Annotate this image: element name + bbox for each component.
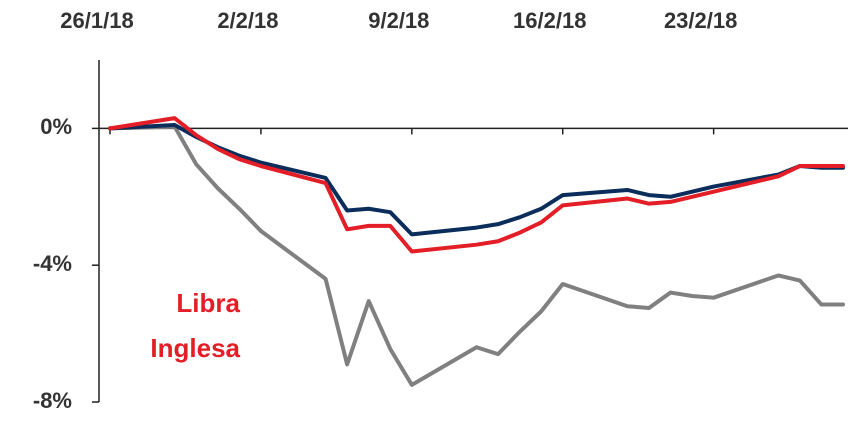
line-series: [108, 124, 845, 387]
annotation: Libra: [176, 288, 240, 318]
y-tick-label: -4%: [33, 251, 72, 276]
y-tick-label: 0%: [40, 114, 72, 139]
x-tick-label: 23/2/18: [664, 8, 737, 33]
line-series: [108, 116, 845, 254]
line-series: [108, 122, 845, 237]
x-tick-label: 26/1/18: [60, 8, 133, 33]
annotation: Inglesa: [150, 333, 240, 363]
x-tick-label: 16/2/18: [513, 8, 586, 33]
x-tick-label: 9/2/18: [368, 8, 429, 33]
y-tick-label: -8%: [33, 388, 72, 413]
x-tick-label: 2/2/18: [217, 8, 278, 33]
